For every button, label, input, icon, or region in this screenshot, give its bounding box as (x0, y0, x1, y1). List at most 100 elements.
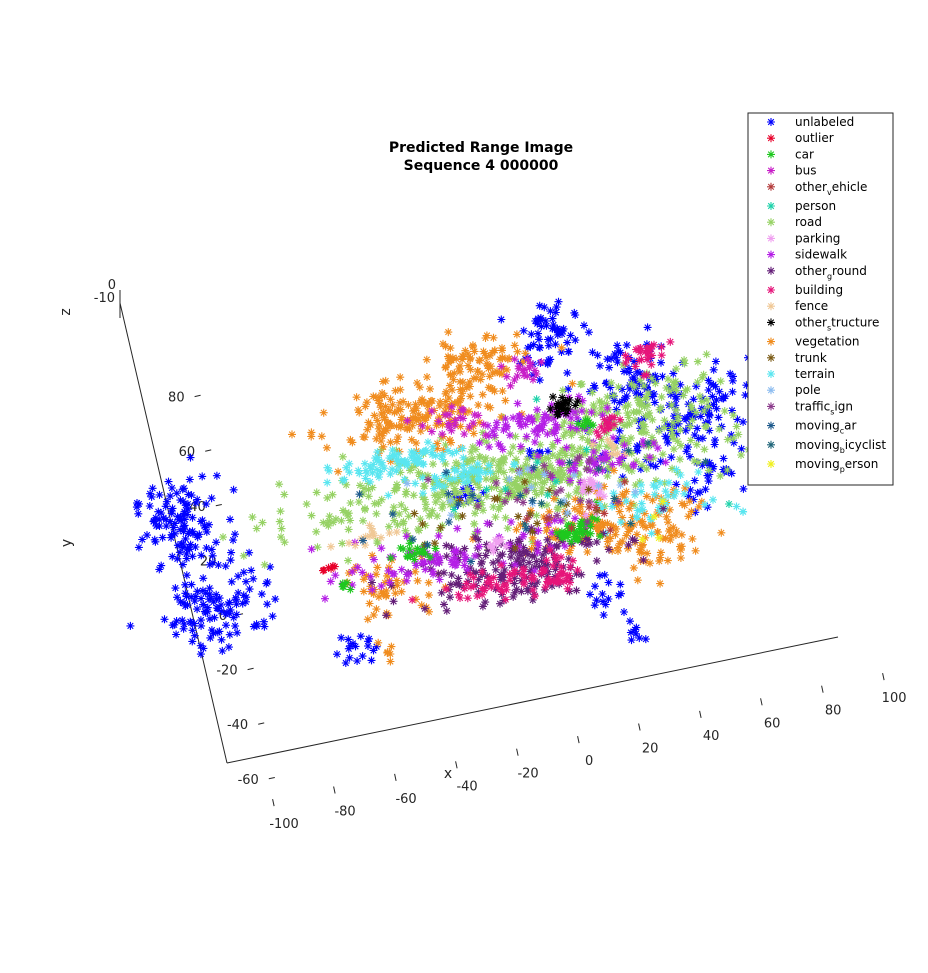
data-point (591, 458, 600, 467)
data-point (605, 363, 614, 372)
data-point (687, 404, 696, 413)
data-point (554, 399, 563, 408)
data-point (465, 382, 474, 391)
legend-marker (767, 302, 775, 311)
data-point (210, 613, 219, 622)
data-point (560, 542, 569, 551)
data-point (508, 465, 517, 474)
data-point (427, 556, 436, 565)
data-point (545, 486, 554, 495)
data-point (271, 595, 280, 604)
data-point (423, 402, 432, 411)
data-point (580, 422, 589, 431)
data-point (512, 466, 521, 474)
data-point (637, 480, 645, 489)
data-point (676, 546, 685, 555)
data-point (598, 454, 607, 463)
data-point (342, 578, 351, 587)
data-point (547, 515, 556, 524)
data-point (449, 375, 458, 384)
data-point (483, 361, 492, 370)
legend-marker (767, 250, 775, 259)
data-point (589, 401, 598, 410)
data-point (582, 540, 591, 549)
data-point (411, 400, 420, 409)
data-point (497, 315, 506, 324)
data-point (166, 492, 175, 501)
cluster-moving-bicyclist (520, 439, 710, 528)
data-point (539, 414, 548, 423)
data-point (643, 439, 652, 448)
data-point (181, 589, 190, 598)
data-point (562, 409, 570, 418)
data-point (515, 411, 524, 420)
data-point (395, 398, 404, 407)
data-point (538, 501, 547, 509)
data-point (642, 464, 651, 473)
data-point (208, 551, 217, 560)
data-point (491, 565, 500, 574)
x-axis-line (226, 636, 839, 764)
data-point (328, 490, 337, 499)
data-point (179, 511, 188, 520)
data-point (682, 447, 691, 456)
data-point (395, 510, 404, 518)
data-point (456, 361, 464, 370)
data-point (360, 459, 369, 468)
data-point (181, 580, 190, 589)
data-point (179, 598, 188, 607)
data-point (258, 518, 267, 527)
data-point (456, 413, 465, 422)
data-point (564, 347, 573, 356)
data-point (415, 414, 423, 423)
data-point (447, 438, 455, 447)
data-point (694, 502, 703, 511)
data-point (330, 562, 339, 571)
data-point (566, 423, 575, 432)
data-point (384, 406, 393, 414)
data-point (197, 551, 206, 560)
data-point (578, 487, 587, 496)
data-point (172, 630, 181, 639)
data-point (515, 547, 524, 556)
data-point (448, 449, 457, 458)
legend-label: otherground (795, 264, 867, 281)
data-point (556, 404, 564, 413)
data-point (413, 453, 422, 461)
data-point (488, 427, 497, 436)
data-point (401, 526, 410, 535)
data-point (636, 376, 645, 385)
data-point (648, 496, 657, 505)
data-point (342, 463, 351, 472)
data-point (394, 457, 403, 466)
data-point (380, 464, 389, 473)
data-point (697, 397, 706, 406)
data-point (642, 370, 651, 379)
data-point (196, 650, 205, 659)
data-point (372, 456, 381, 464)
data-point (527, 566, 536, 574)
data-point (684, 512, 693, 521)
legend-marker (767, 421, 775, 430)
data-point (732, 502, 741, 511)
data-point (629, 373, 638, 382)
data-point (537, 453, 546, 462)
y-tick-mark (205, 449, 212, 452)
data-point (681, 386, 690, 395)
data-point (556, 463, 565, 472)
data-point (538, 425, 547, 434)
data-point (536, 316, 545, 324)
data-point (382, 591, 391, 600)
data-point (382, 611, 391, 620)
data-point (620, 493, 629, 501)
data-point (617, 500, 626, 509)
data-point (461, 455, 470, 464)
data-point (377, 437, 386, 445)
data-point (561, 405, 570, 414)
data-point (465, 407, 473, 416)
y-tick-label: 80 (168, 391, 185, 406)
data-point (474, 475, 483, 484)
data-point (642, 523, 651, 532)
data-point (501, 581, 509, 590)
data-point (351, 541, 360, 550)
